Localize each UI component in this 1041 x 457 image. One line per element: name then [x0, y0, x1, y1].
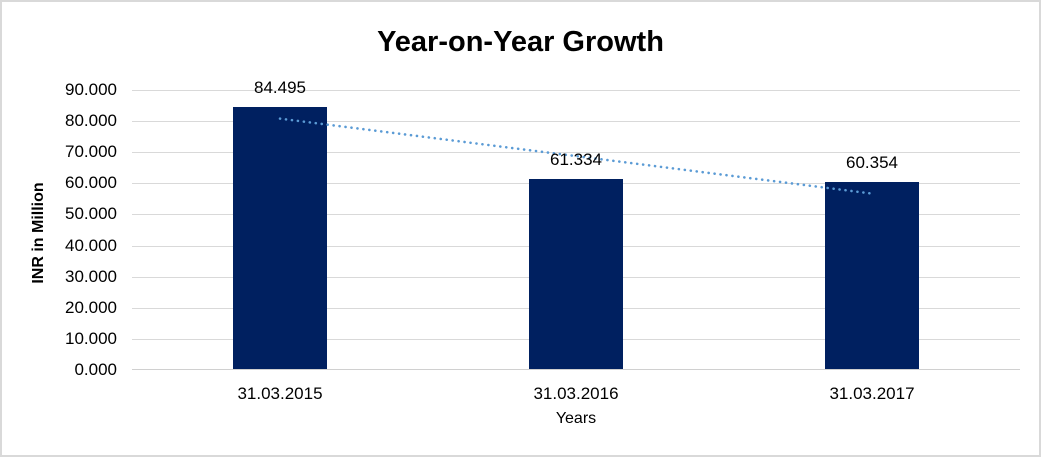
y-tick-label: 90.000	[65, 80, 117, 99]
plot-area	[132, 90, 1020, 370]
x-tick-label: 31.03.2015	[237, 384, 323, 403]
bar-data-label: 61.334	[550, 150, 602, 170]
gridline	[132, 90, 1020, 91]
bar	[825, 182, 919, 370]
y-tick-label: 30.000	[65, 266, 117, 286]
y-tick-label: 80.000	[65, 111, 117, 131]
y-tick-label: 0.000	[74, 360, 117, 379]
y-tick-label: 40.000	[65, 235, 117, 255]
y-tick-label: 10.000	[65, 328, 117, 348]
x-tick-label: 31.03.2017	[829, 384, 915, 403]
chart-title: Year-on-Year Growth	[377, 26, 664, 58]
x-tick-label: 31.03.2016	[533, 384, 619, 403]
y-tick-label: 50.000	[65, 204, 117, 224]
bar-data-label: 84.495	[254, 78, 306, 98]
bar	[529, 179, 623, 370]
gridline	[132, 121, 1020, 123]
x-axis-line	[132, 369, 1020, 370]
trendline	[278, 117, 874, 195]
bar	[233, 107, 327, 370]
trendline-path	[278, 117, 874, 195]
y-tick-label: 70.000	[65, 142, 117, 162]
x-axis-title: Years	[555, 410, 597, 427]
y-tick-label: 20.000	[65, 297, 117, 317]
y-tick-label: 60.000	[65, 173, 117, 193]
bar-data-label: 60.354	[846, 153, 898, 173]
gridline	[132, 152, 1020, 154]
